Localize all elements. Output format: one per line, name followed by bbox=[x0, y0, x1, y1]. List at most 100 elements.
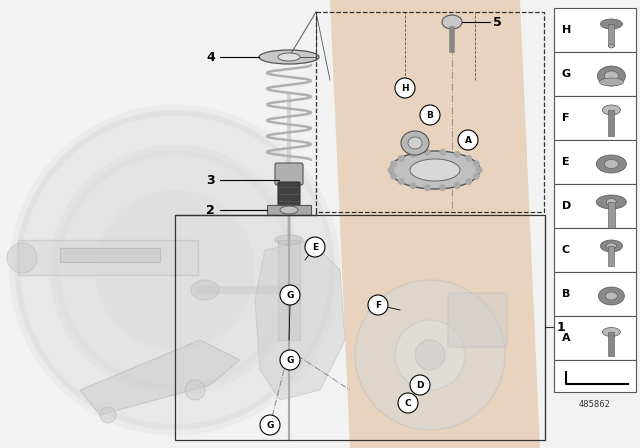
Circle shape bbox=[410, 375, 430, 395]
Bar bbox=[554, 184, 636, 228]
Bar bbox=[609, 24, 614, 46]
Ellipse shape bbox=[602, 327, 620, 336]
Ellipse shape bbox=[259, 50, 319, 64]
Bar bbox=[554, 228, 636, 272]
Ellipse shape bbox=[596, 195, 627, 209]
Ellipse shape bbox=[600, 19, 623, 29]
Circle shape bbox=[473, 172, 480, 180]
Circle shape bbox=[439, 149, 446, 156]
Bar bbox=[278, 240, 300, 340]
Circle shape bbox=[185, 380, 205, 400]
Bar bbox=[18, 240, 198, 275]
Text: A: A bbox=[465, 135, 472, 145]
Text: G: G bbox=[562, 69, 571, 79]
Text: C: C bbox=[404, 399, 412, 408]
Circle shape bbox=[280, 350, 300, 370]
Circle shape bbox=[368, 295, 388, 315]
Polygon shape bbox=[80, 340, 240, 415]
Bar bbox=[267, 205, 311, 215]
Text: E: E bbox=[562, 157, 570, 167]
Text: B: B bbox=[562, 289, 570, 299]
Text: 4: 4 bbox=[206, 51, 215, 64]
Bar bbox=[609, 332, 614, 356]
Circle shape bbox=[280, 285, 300, 305]
Ellipse shape bbox=[605, 292, 618, 300]
Text: H: H bbox=[562, 25, 572, 35]
Text: A: A bbox=[562, 333, 571, 343]
Text: G: G bbox=[266, 421, 274, 430]
Circle shape bbox=[395, 320, 465, 390]
Circle shape bbox=[100, 407, 116, 423]
Circle shape bbox=[387, 167, 394, 173]
Ellipse shape bbox=[191, 280, 219, 300]
Text: 2: 2 bbox=[206, 203, 215, 216]
Polygon shape bbox=[255, 240, 345, 400]
Circle shape bbox=[398, 393, 418, 413]
Ellipse shape bbox=[607, 198, 616, 206]
Circle shape bbox=[395, 78, 415, 98]
Ellipse shape bbox=[597, 66, 625, 86]
Circle shape bbox=[424, 184, 431, 191]
Text: E: E bbox=[312, 242, 318, 251]
Ellipse shape bbox=[390, 151, 480, 189]
Ellipse shape bbox=[442, 15, 462, 29]
Circle shape bbox=[355, 280, 505, 430]
Bar bbox=[554, 8, 636, 52]
Circle shape bbox=[55, 150, 295, 390]
Text: 5: 5 bbox=[493, 16, 502, 29]
Text: 1: 1 bbox=[557, 320, 566, 333]
Circle shape bbox=[260, 415, 280, 435]
Bar bbox=[316, 12, 544, 212]
Bar bbox=[554, 316, 636, 360]
Circle shape bbox=[15, 110, 335, 430]
FancyBboxPatch shape bbox=[275, 163, 303, 185]
Circle shape bbox=[305, 237, 325, 257]
Bar bbox=[609, 110, 614, 136]
Ellipse shape bbox=[609, 44, 614, 48]
Ellipse shape bbox=[600, 240, 623, 252]
Circle shape bbox=[465, 155, 472, 162]
Text: H: H bbox=[401, 83, 409, 92]
Text: F: F bbox=[375, 301, 381, 310]
Bar bbox=[554, 360, 636, 392]
Bar bbox=[60, 248, 160, 262]
Text: G: G bbox=[286, 356, 294, 365]
Circle shape bbox=[439, 184, 446, 191]
FancyBboxPatch shape bbox=[448, 293, 507, 347]
Circle shape bbox=[398, 178, 404, 185]
Ellipse shape bbox=[598, 287, 625, 305]
Ellipse shape bbox=[278, 53, 300, 61]
Ellipse shape bbox=[410, 159, 460, 181]
Circle shape bbox=[473, 160, 480, 168]
Bar bbox=[554, 140, 636, 184]
Bar bbox=[608, 202, 615, 228]
Circle shape bbox=[476, 167, 483, 173]
Circle shape bbox=[7, 243, 37, 273]
Ellipse shape bbox=[596, 155, 627, 173]
Ellipse shape bbox=[401, 131, 429, 155]
Ellipse shape bbox=[275, 235, 303, 245]
Text: F: F bbox=[562, 113, 570, 123]
Bar bbox=[554, 52, 636, 96]
Text: G: G bbox=[286, 290, 294, 300]
Circle shape bbox=[398, 155, 404, 162]
Text: D: D bbox=[562, 201, 572, 211]
Circle shape bbox=[458, 130, 478, 150]
Circle shape bbox=[465, 178, 472, 185]
Text: 3: 3 bbox=[206, 173, 215, 186]
Ellipse shape bbox=[602, 105, 620, 115]
Bar bbox=[554, 272, 636, 316]
Text: D: D bbox=[416, 380, 424, 389]
Ellipse shape bbox=[600, 78, 623, 86]
Circle shape bbox=[410, 182, 417, 189]
Circle shape bbox=[415, 340, 445, 370]
Bar bbox=[554, 96, 636, 140]
Circle shape bbox=[454, 151, 461, 158]
Polygon shape bbox=[330, 0, 540, 448]
Circle shape bbox=[420, 105, 440, 125]
Circle shape bbox=[410, 151, 417, 158]
Bar bbox=[609, 246, 614, 266]
Text: C: C bbox=[562, 245, 570, 255]
Circle shape bbox=[454, 182, 461, 189]
Circle shape bbox=[390, 160, 397, 168]
